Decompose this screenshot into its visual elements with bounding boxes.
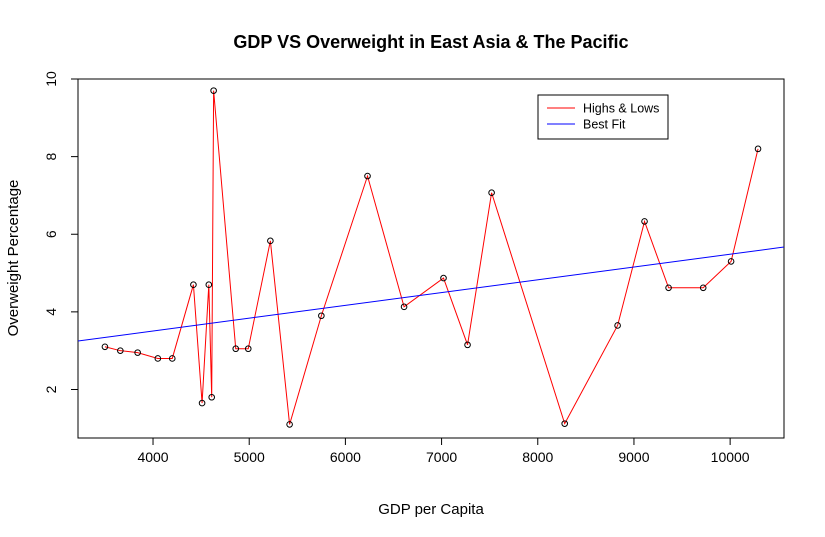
x-tick-label: 4000 bbox=[137, 449, 168, 465]
data-point bbox=[641, 218, 648, 225]
data-point bbox=[168, 355, 176, 362]
data-point bbox=[286, 421, 293, 428]
y-tick-label: 2 bbox=[43, 385, 59, 393]
data-point bbox=[440, 274, 447, 282]
data-point bbox=[244, 345, 252, 353]
data-point bbox=[208, 393, 215, 401]
data-point bbox=[364, 172, 371, 180]
x-tick-label: 9000 bbox=[618, 449, 649, 465]
data-point bbox=[267, 237, 274, 245]
data-point bbox=[210, 87, 217, 94]
data-point bbox=[101, 343, 109, 351]
x-tick-label: 8000 bbox=[522, 449, 553, 465]
data-point bbox=[699, 284, 707, 292]
data-point bbox=[464, 341, 471, 349]
x-axis-label: GDP per Capita bbox=[378, 501, 484, 518]
data-point bbox=[134, 349, 141, 356]
x-tick-label: 10000 bbox=[711, 449, 750, 465]
data-point bbox=[727, 258, 735, 265]
x-tick-label: 6000 bbox=[330, 449, 361, 465]
plot-frame bbox=[77, 78, 785, 439]
data-point bbox=[190, 281, 197, 288]
data-point bbox=[561, 420, 568, 427]
y-tick-label: 8 bbox=[43, 153, 59, 161]
y-tick-label: 6 bbox=[43, 230, 59, 238]
best-fit-line bbox=[78, 246, 784, 342]
x-tick-label: 5000 bbox=[234, 449, 265, 465]
legend-box bbox=[537, 94, 669, 140]
data-point bbox=[318, 312, 325, 320]
plot-area: 4000 5000 6000 7000 8000 9000 10000 2 4 6 8 10 bbox=[43, 71, 785, 465]
data-point bbox=[488, 189, 495, 197]
highs-lows-line bbox=[104, 90, 759, 425]
legend: Highs & Lows Best Fit bbox=[537, 94, 669, 140]
y-tick-label: 10 bbox=[43, 71, 59, 87]
data-point bbox=[117, 347, 124, 354]
x-tick-label: 7000 bbox=[426, 449, 457, 465]
y-tick-label: 4 bbox=[43, 308, 59, 316]
data-point bbox=[154, 355, 162, 362]
data-point bbox=[205, 281, 213, 288]
data-point bbox=[400, 303, 408, 311]
data-point bbox=[232, 345, 240, 353]
y-axis-label: Overweight Percentage bbox=[5, 180, 22, 337]
data-point bbox=[665, 284, 672, 292]
legend-label: Best Fit bbox=[583, 118, 626, 132]
chart-title: GDP VS Overweight in East Asia & The Pac… bbox=[233, 32, 628, 52]
data-point bbox=[754, 145, 762, 153]
data-point bbox=[614, 322, 621, 329]
data-point bbox=[198, 399, 206, 407]
legend-label: Highs & Lows bbox=[583, 102, 659, 116]
